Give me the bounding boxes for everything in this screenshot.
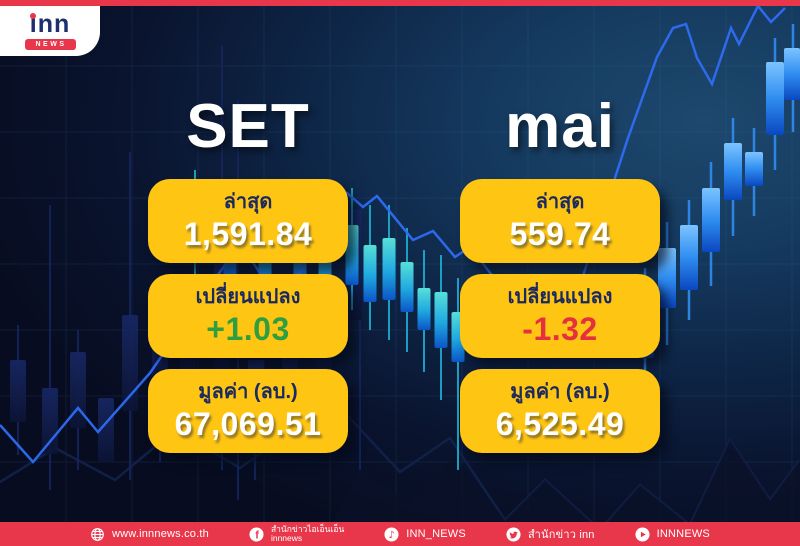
facebook-icon: f — [249, 526, 264, 542]
twitter-icon — [506, 526, 521, 542]
set-value-value: 67,069.51 — [174, 406, 322, 443]
svg-text:f: f — [255, 529, 259, 541]
mai-value-card: มูลค่า (ลบ.) 6,525.49 — [460, 369, 660, 453]
mai-column: mai ล่าสุด 559.74 เปลี่ยนแปลง -1.32 มูลค… — [460, 84, 660, 453]
set-column: SET ล่าสุด 1,591.84 เปลี่ยนแปลง +1.03 มู… — [148, 84, 348, 453]
logo-red-dot-icon — [29, 13, 36, 20]
set-change-value: +1.03 — [206, 311, 290, 348]
footer-tiktok[interactable]: ♪ INN_NEWS — [384, 526, 466, 542]
mai-change-label: เปลี่ยนแปลง — [507, 286, 613, 309]
set-value-label: มูลค่า (ลบ.) — [198, 381, 298, 404]
footer-social-bar: www.innnews.co.th f สำนักข่าวไอเอ็นเอ็น … — [0, 522, 800, 546]
set-value-card: มูลค่า (ลบ.) 67,069.51 — [148, 369, 348, 453]
logo-text: inn — [29, 10, 71, 39]
mai-change-card: เปลี่ยนแปลง -1.32 — [460, 274, 660, 358]
inn-news-logo: inn NEWS — [0, 6, 100, 56]
footer-youtube[interactable]: INNNEWS — [635, 526, 710, 542]
mai-latest-value: 559.74 — [509, 216, 611, 253]
mai-title: mai — [505, 91, 615, 161]
footer-twitter[interactable]: สำนักข่าว inn — [506, 525, 595, 543]
youtube-icon — [635, 526, 650, 542]
globe-icon — [90, 527, 105, 542]
logo-news-badge: NEWS — [24, 39, 76, 50]
mai-change-value: -1.32 — [522, 311, 598, 348]
blue-candles — [636, 24, 800, 392]
mai-value-value: 6,525.49 — [495, 406, 625, 443]
set-change-label: เปลี่ยนแปลง — [195, 286, 301, 309]
set-change-card: เปลี่ยนแปลง +1.03 — [148, 274, 348, 358]
tiktok-icon: ♪ — [384, 526, 399, 542]
footer-website[interactable]: www.innnews.co.th — [90, 527, 209, 542]
set-title: SET — [186, 91, 310, 161]
set-latest-value: 1,591.84 — [183, 216, 313, 253]
mountain-fill — [320, 440, 800, 546]
svg-text:♪: ♪ — [389, 530, 395, 541]
set-latest-card: ล่าสุด 1,591.84 — [148, 179, 348, 263]
mai-latest-label: ล่าสุด — [535, 191, 585, 214]
footer-facebook[interactable]: f สำนักข่าวไอเอ็นเอ็น innnews — [249, 525, 344, 543]
footer-facebook-label: สำนักข่าวไอเอ็นเอ็น innnews — [270, 524, 345, 543]
footer-website-label: www.innnews.co.th — [112, 528, 209, 540]
footer-youtube-label: INNNEWS — [656, 528, 710, 540]
top-red-bar — [0, 0, 800, 6]
footer-twitter-label: สำนักข่าว inn — [527, 529, 595, 541]
mai-value-label: มูลค่า (ลบ.) — [510, 381, 610, 404]
footer-tiktok-label: INN_NEWS — [406, 528, 466, 540]
mai-latest-card: ล่าสุด 559.74 — [460, 179, 660, 263]
set-latest-label: ล่าสุด — [223, 191, 273, 214]
